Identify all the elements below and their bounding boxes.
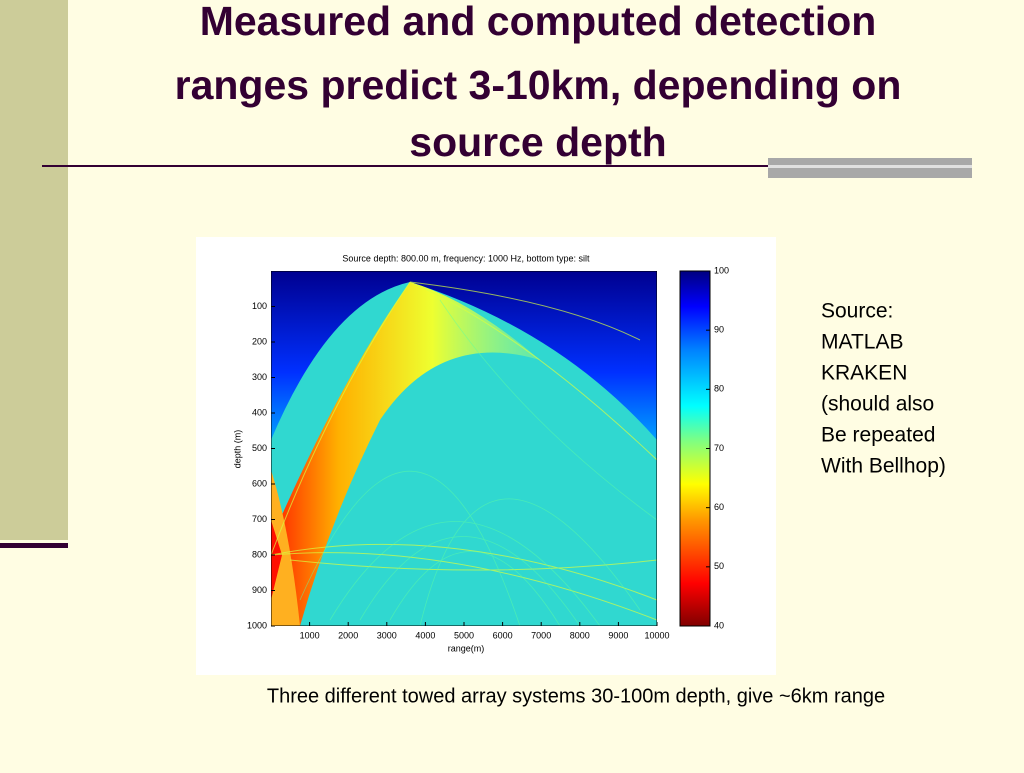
x-label: range(m)	[448, 643, 485, 653]
colorbar-tick-label: 100	[714, 265, 729, 275]
x-tick-label: 6000	[493, 630, 513, 640]
x-tick-label: 7000	[531, 630, 551, 640]
colorbar-tick-label: 80	[714, 384, 724, 394]
y-tick-label: 200	[252, 336, 267, 346]
x-tick-label: 10000	[644, 630, 669, 640]
y-label: depth (m)	[232, 430, 242, 469]
y-tick-label: 1000	[247, 620, 267, 630]
ticks: 1000 2000 3000 4000 5000 6000 7000 8000 9000 1000…	[247, 265, 729, 640]
y-tick-label: 500	[252, 443, 267, 453]
note-line: With Bellhop)	[821, 455, 946, 478]
heatmap	[271, 271, 657, 626]
colorbar-tick-label: 50	[714, 561, 724, 571]
note-line: Be repeated	[821, 424, 935, 447]
title-bar-line	[768, 165, 972, 168]
title-line: ranges predict 3-10km, depending on	[175, 62, 902, 108]
x-tick-label: 1000	[300, 630, 320, 640]
y-tick-label: 100	[252, 301, 267, 311]
side-bar	[0, 0, 68, 540]
x-tick-label: 4000	[415, 630, 435, 640]
colorbar-tick-label: 90	[714, 325, 724, 335]
x-tick-label: 9000	[608, 630, 628, 640]
side-rule	[0, 543, 68, 548]
colorbar-tick-label: 70	[714, 443, 724, 453]
note-line: (should also	[821, 393, 934, 416]
x-tick-label: 5000	[454, 630, 474, 640]
note-line: Source:	[821, 300, 893, 323]
title-line: Measured and computed detection	[200, 0, 877, 44]
y-tick-label: 300	[252, 372, 267, 382]
figure-title: Source depth: 800.00 m, frequency: 1000 …	[342, 253, 590, 263]
title-rule	[42, 165, 772, 167]
note: Source: MATLAB KRAKEN (should also Be re…	[821, 300, 946, 478]
y-tick-label: 600	[252, 478, 267, 488]
y-tick-label: 800	[252, 549, 267, 559]
y-tick-label: 700	[252, 514, 267, 524]
y-tick-label: 900	[252, 585, 267, 595]
colorbar-tick-label: 40	[714, 620, 724, 630]
caption: Three different towed array systems 30-1…	[267, 685, 885, 707]
x-tick-label: 8000	[570, 630, 590, 640]
colorbar-tick-label: 60	[714, 502, 724, 512]
y-tick-label: 400	[252, 407, 267, 417]
note-line: MATLAB	[821, 331, 903, 354]
note-line: KRAKEN	[821, 362, 907, 385]
x-tick-label: 3000	[377, 630, 397, 640]
title-line: source depth	[409, 119, 666, 165]
colorbar	[679, 270, 711, 627]
title: Measured and computed detection ranges p…	[175, 0, 902, 165]
x-tick-label: 2000	[338, 630, 358, 640]
